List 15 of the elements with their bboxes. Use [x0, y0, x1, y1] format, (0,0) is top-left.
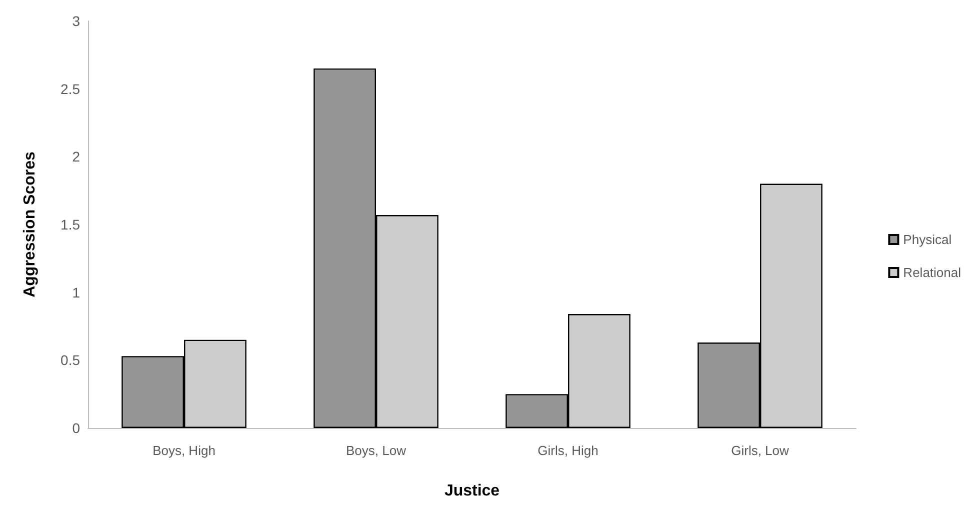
legend-label: Relational — [903, 265, 962, 280]
y-tick-label: 0.5 — [60, 352, 80, 368]
y-tick-label: 0 — [72, 420, 80, 436]
x-axis-title: Justice — [444, 482, 500, 500]
y-tick-label: 2.5 — [60, 80, 80, 97]
y-tick-label: 1 — [72, 284, 80, 300]
x-tick-label: Girls, Low — [731, 443, 790, 458]
x-tick-label: Girls, High — [538, 443, 598, 458]
x-tick-label: Boys, High — [152, 443, 216, 458]
y-tick-label: 1.5 — [60, 216, 80, 232]
legend-label: Physical — [903, 232, 952, 247]
y-tick-label: 2 — [72, 148, 80, 165]
y-axis-title: Aggression Scores — [22, 151, 38, 298]
x-tick-label: Boys, Low — [346, 443, 407, 458]
y-tick-label: 3 — [72, 13, 80, 29]
